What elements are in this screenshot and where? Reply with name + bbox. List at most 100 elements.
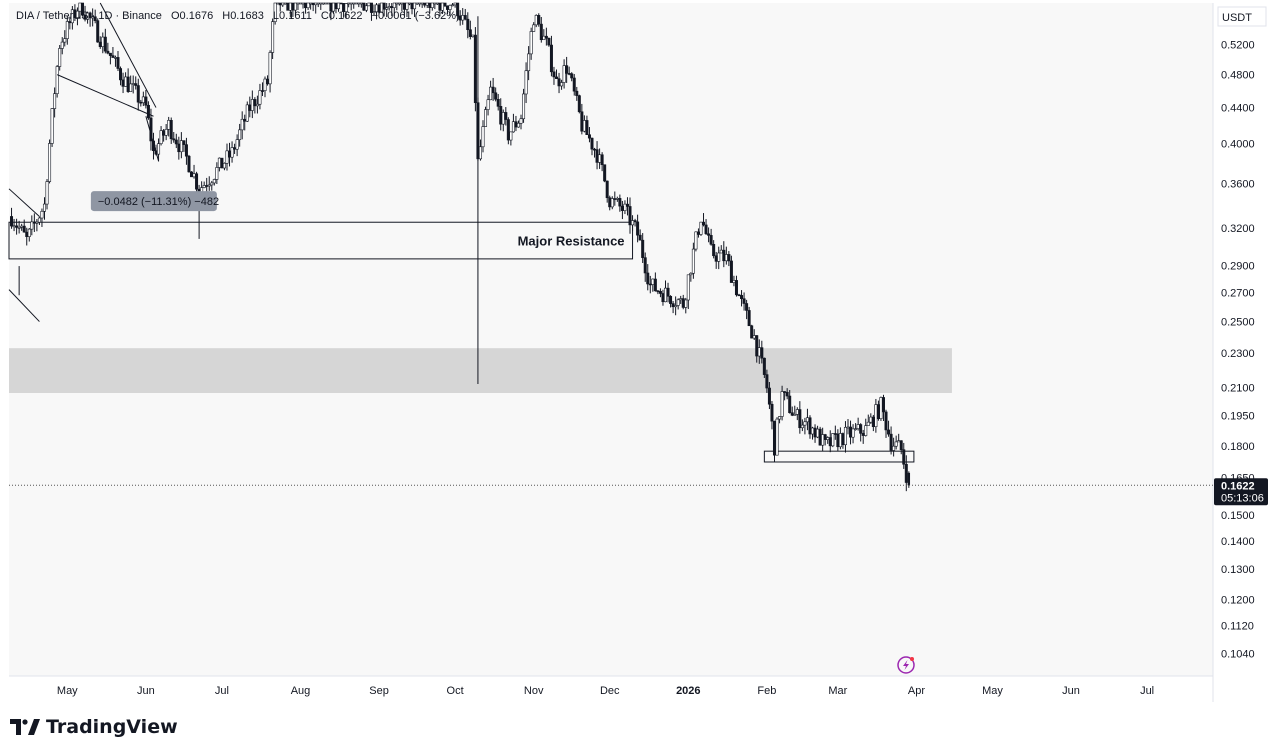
candle <box>159 126 163 146</box>
candle <box>96 18 100 43</box>
candle <box>742 292 746 311</box>
price-tick-label: 0.2700 <box>1221 287 1255 299</box>
tradingview-logo[interactable]: TradingView <box>10 716 178 738</box>
bar-countdown: 05:13:06 <box>1221 492 1264 504</box>
time-tick-label: Mar <box>828 685 847 697</box>
candle <box>669 295 673 308</box>
ohlc-high: H0.1683 <box>222 10 264 22</box>
candle <box>603 164 607 183</box>
candles-layer <box>10 2 911 492</box>
price-tick-label: 0.5200 <box>1221 39 1255 51</box>
measure-line <box>145 116 160 162</box>
consolidation-box[interactable] <box>763 450 915 463</box>
candle <box>481 120 485 153</box>
ohlc-open: O0.1676 <box>171 10 213 22</box>
currency-box[interactable] <box>1217 6 1267 27</box>
candle <box>116 51 120 72</box>
candle <box>17 220 21 234</box>
support-zone[interactable] <box>9 348 952 393</box>
candle <box>516 120 520 128</box>
measure-tool[interactable]: −0.0482 (−11.31%) −482 <box>90 191 219 212</box>
candle <box>762 357 766 379</box>
trendline[interactable] <box>56 74 154 117</box>
candle <box>641 233 645 264</box>
price-tick-label: 0.3200 <box>1221 223 1255 235</box>
candle <box>207 176 211 191</box>
time-tick-label: Sep <box>369 685 389 697</box>
current-price-value: 0.1622 <box>1221 480 1255 492</box>
candle <box>93 9 97 24</box>
major-resistance-label[interactable]: Major Resistance <box>518 234 625 249</box>
candle <box>504 107 508 126</box>
symbol-name[interactable]: DIA / TetherUS · 1D · Binance <box>16 10 162 22</box>
candle <box>45 179 49 210</box>
trendline[interactable] <box>99 2 157 108</box>
candle <box>30 215 34 236</box>
candle <box>60 37 64 55</box>
trendline[interactable] <box>8 289 40 322</box>
candle <box>385 3 389 18</box>
candle <box>293 2 297 16</box>
candle <box>699 221 703 236</box>
candle <box>468 20 472 40</box>
candle <box>306 2 310 11</box>
candle <box>798 401 802 434</box>
candle <box>689 272 693 282</box>
candle <box>646 264 650 291</box>
candle <box>220 157 224 169</box>
time-axis[interactable] <box>9 676 1271 702</box>
price-tick-label: 0.1120 <box>1221 620 1254 632</box>
candle <box>392 2 396 16</box>
candle <box>859 423 863 442</box>
candle <box>704 219 708 235</box>
candle <box>892 437 896 457</box>
candle <box>623 200 627 215</box>
candle <box>674 296 678 316</box>
candle <box>174 133 178 149</box>
price-tick-label: 0.2500 <box>1221 317 1255 329</box>
candle <box>643 252 647 282</box>
trendline[interactable] <box>8 188 40 217</box>
candle <box>473 27 477 112</box>
candle <box>10 207 14 229</box>
candle <box>63 30 67 47</box>
price-axis[interactable] <box>1213 3 1271 676</box>
candle <box>451 3 455 7</box>
candle <box>790 406 794 417</box>
major-resistance-zone[interactable] <box>8 221 634 260</box>
price-tick-label: 0.1200 <box>1221 594 1255 606</box>
plot-area[interactable] <box>9 3 1213 676</box>
candle <box>522 88 526 123</box>
candle <box>902 442 906 469</box>
candle <box>879 396 883 421</box>
price-tick-label: 0.1040 <box>1221 649 1255 661</box>
candle <box>854 423 858 431</box>
candle <box>496 93 500 111</box>
candle <box>818 426 822 446</box>
candle <box>618 194 622 212</box>
candle <box>691 242 695 279</box>
symbol-legend[interactable]: DIA / TetherUS · 1D · Binance O0.1676 H0… <box>16 10 460 22</box>
candle <box>106 42 110 55</box>
candle <box>260 82 264 97</box>
candle <box>552 66 556 85</box>
measure-label: −0.0482 (−11.31%) −482 <box>98 196 219 208</box>
candle <box>577 94 581 114</box>
candle <box>190 171 194 178</box>
candle <box>887 420 891 437</box>
candle <box>337 2 341 12</box>
time-ticks: May Jun Jul Aug Sep Oct Nov Dec 2026 Feb Mar Apr May… <box>57 685 1154 697</box>
candle <box>555 69 559 79</box>
candle <box>775 417 779 456</box>
price-tick-label: 0.1300 <box>1221 564 1255 576</box>
candle <box>734 275 738 297</box>
lightning-icon[interactable] <box>897 656 915 674</box>
lines-layer <box>8 2 160 322</box>
candle <box>478 139 482 161</box>
candle <box>633 218 637 227</box>
candle <box>702 213 706 227</box>
current-price-badge[interactable]: 0.1622 05:13:06 <box>1214 478 1268 506</box>
candle <box>750 324 754 339</box>
candle <box>866 414 870 426</box>
